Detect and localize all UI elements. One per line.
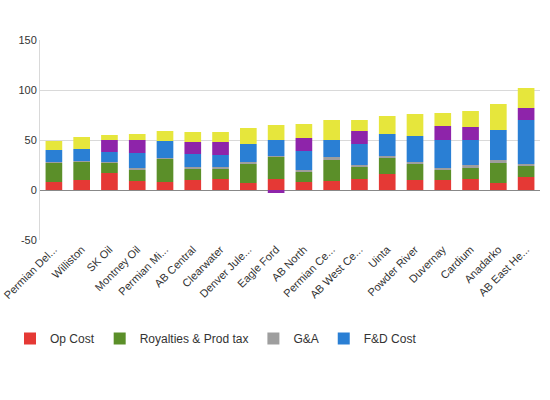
svg-text:AB West Ce...: AB West Ce...	[308, 243, 365, 300]
svg-text:Clearwater: Clearwater	[180, 243, 226, 289]
svg-text:Permian Mi...: Permian Mi...	[116, 243, 170, 297]
svg-text:Montney Oil: Montney Oil	[93, 243, 143, 293]
svg-text:AB East He...: AB East He...	[476, 243, 531, 298]
svg-text:SK Oil: SK Oil	[84, 243, 115, 274]
svg-text:Eagle Ford: Eagle Ford	[235, 243, 282, 290]
svg-text:Uinta: Uinta	[366, 243, 393, 270]
svg-text:Duvernay: Duvernay	[406, 243, 448, 285]
svg-text:100: 100	[18, 84, 36, 96]
svg-text:F&D Cost: F&D Cost	[364, 332, 417, 346]
svg-text:Denver Jule...: Denver Jule...	[197, 243, 253, 299]
svg-text:Op Cost: Op Cost	[50, 332, 95, 346]
svg-text:Permian Del...: Permian Del...	[1, 243, 59, 301]
svg-text:G&A: G&A	[293, 332, 318, 346]
svg-text:AB North: AB North	[269, 243, 309, 283]
svg-text:50: 50	[25, 134, 37, 146]
svg-text:Royalties & Prod tax: Royalties & Prod tax	[140, 332, 249, 346]
svg-text:Powder River: Powder River	[365, 243, 420, 298]
svg-text:0: 0	[31, 184, 37, 196]
svg-text:Cardium: Cardium	[438, 243, 476, 281]
svg-text:-50: -50	[21, 234, 37, 246]
svg-text:AB Central: AB Central	[152, 243, 198, 289]
svg-text:Anadarko: Anadarko	[462, 243, 504, 285]
svg-text:150: 150	[18, 34, 36, 46]
svg-text:Williston: Williston	[50, 243, 87, 280]
svg-text:Permian Ce...: Permian Ce...	[281, 243, 337, 299]
